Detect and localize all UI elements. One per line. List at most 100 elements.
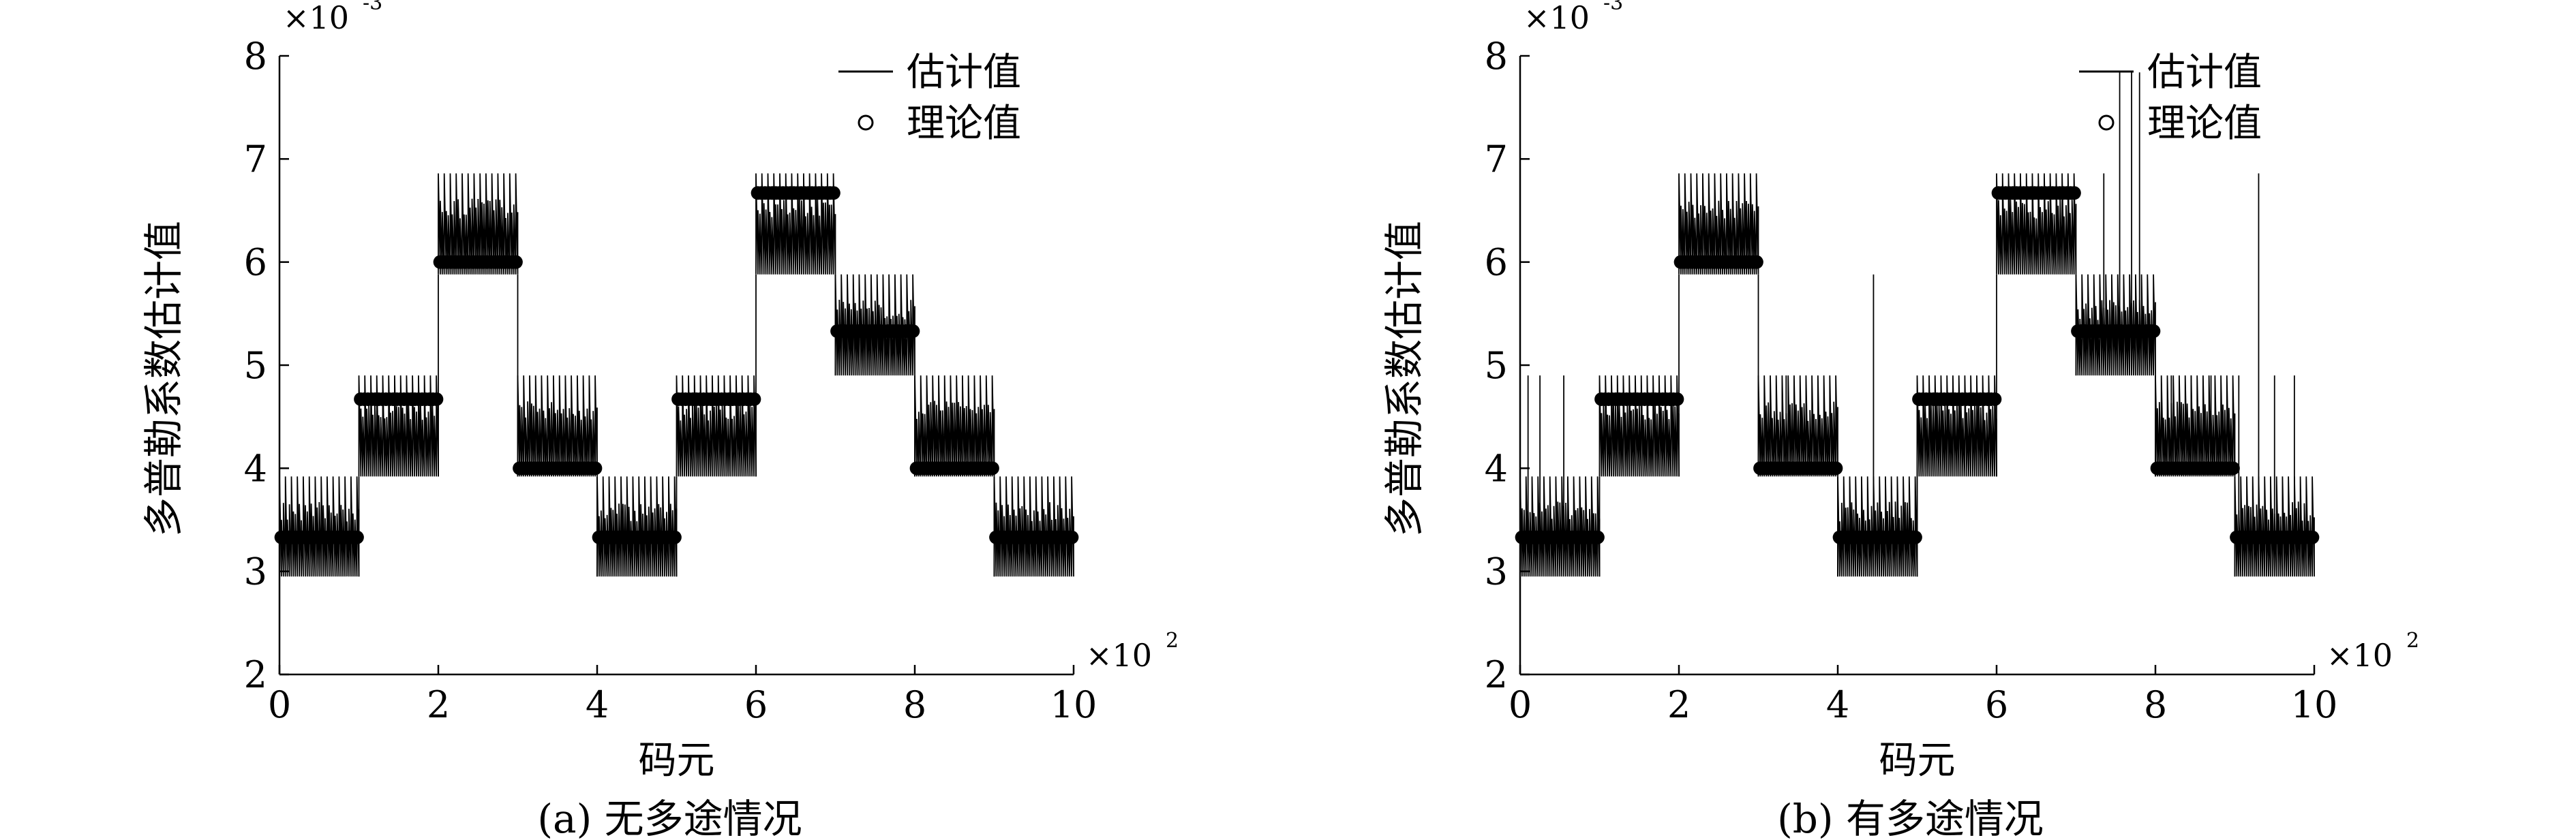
y-tick-label: 5 [1485, 344, 1508, 387]
estimate-trace [1598, 375, 1680, 477]
estimate-trace [517, 375, 598, 477]
y-axis-multiplier: ×10 [1524, 0, 1590, 36]
legend-label-theory: 理论值 [907, 102, 1021, 146]
estimate-segment [438, 173, 519, 477]
y-tick-label: 4 [1485, 447, 1508, 490]
estimate-trace [358, 375, 439, 477]
estimate-segment [755, 173, 836, 376]
estimate-trace [2234, 476, 2315, 577]
x-axis-label: 码元 [1879, 738, 1956, 783]
theory-segment [513, 461, 603, 476]
theory-point [509, 255, 523, 269]
estimate-trace [596, 476, 678, 577]
theory-point [2226, 461, 2240, 476]
theory-segment [2230, 530, 2320, 544]
estimate-segment [1916, 274, 1997, 477]
x-tick-label: 6 [1985, 683, 2008, 726]
theory-point [1749, 255, 1763, 269]
x-axis-multiplier: ×10 [2327, 637, 2393, 674]
theory-point [667, 530, 682, 544]
estimate-segment [676, 274, 757, 477]
theory-segment [1912, 392, 2002, 406]
theory-point [429, 392, 444, 406]
y-tick-label: 3 [1485, 550, 1508, 593]
y-axis-multiplier-exponent: -3 [1603, 0, 1623, 15]
theory-point [747, 392, 761, 406]
theory-segment [830, 324, 920, 339]
y-tick-label: 7 [1485, 138, 1508, 181]
y-tick-label: 2 [1485, 653, 1508, 696]
y-tick-label: 2 [244, 653, 267, 696]
estimate-trace [676, 375, 757, 477]
y-axis-label: 多普勒系数估计值 [140, 221, 187, 537]
x-tick-label: 0 [1509, 683, 1532, 726]
x-tick-label: 4 [586, 683, 609, 726]
estimate-segment [279, 476, 360, 577]
estimate-trace [914, 375, 995, 477]
theory-point [2305, 530, 2320, 544]
estimate-segment [358, 274, 439, 477]
theory-point [985, 461, 999, 476]
theory-segment [1832, 530, 1922, 544]
legend-circle-swatch [858, 114, 874, 131]
x-axis-multiplier-exponent: 2 [1166, 629, 1179, 653]
x-tick-label: 8 [2144, 683, 2167, 726]
estimate-segment [993, 476, 1074, 577]
theory-segment [671, 392, 761, 406]
legend-circle-swatch [2098, 114, 2115, 131]
estimate-segment [914, 375, 995, 577]
estimate-trace [1916, 375, 1997, 477]
y-axis-multiplier-exponent: -3 [363, 0, 382, 15]
y-tick-label: 7 [244, 138, 267, 181]
theory-segment [274, 530, 364, 544]
theory-segment [1753, 461, 1843, 476]
theory-point [1908, 530, 1922, 544]
chart-caption: (a) 无多途情况 [537, 796, 802, 840]
estimate-segment [2155, 375, 2236, 577]
estimate-segment [2075, 274, 2156, 477]
x-tick-label: 2 [1667, 683, 1691, 726]
theory-point [2147, 324, 2161, 339]
theory-point [1988, 392, 2002, 406]
y-tick-label: 5 [244, 344, 267, 387]
theory-point [588, 461, 603, 476]
estimate-trace [1678, 173, 1759, 275]
estimate-segment [1519, 476, 1601, 577]
estimate-trace [1837, 476, 1918, 577]
theory-segment [1515, 530, 1605, 544]
theory-segment [989, 530, 1079, 544]
estimate-trace [279, 476, 360, 577]
y-tick-label: 4 [244, 447, 267, 490]
theory-segment [2150, 461, 2240, 476]
estimate-trace [993, 476, 1074, 577]
legend-label-theory: 理论值 [2147, 102, 2262, 146]
estimate-trace [1519, 476, 1601, 577]
theory-segment [433, 255, 523, 269]
theory-segment [1594, 392, 1684, 406]
theory-segment [354, 392, 444, 406]
theory-segment [1991, 186, 2081, 200]
x-tick-label: 0 [268, 683, 291, 726]
theory-segment [2071, 324, 2161, 339]
y-axis-label: 多普勒系数估计值 [1381, 221, 1427, 537]
estimate-segment [1996, 173, 2077, 376]
x-axis-multiplier-exponent: 2 [2406, 629, 2419, 653]
theory-point [2067, 186, 2081, 200]
legend-label-estimate: 估计值 [2147, 50, 2262, 95]
theory-point [906, 324, 920, 339]
y-axis-multiplier: ×10 [283, 0, 349, 36]
theory-point [1670, 392, 1684, 406]
estimate-segment [2234, 476, 2315, 577]
estimate-trace [1757, 375, 1838, 477]
x-tick-label: 10 [2291, 683, 2338, 726]
x-tick-label: 4 [1826, 683, 1849, 726]
theory-point [350, 530, 364, 544]
estimate-segment [1757, 375, 1838, 577]
theory-segment [1673, 255, 1763, 269]
x-tick-label: 6 [744, 683, 768, 726]
